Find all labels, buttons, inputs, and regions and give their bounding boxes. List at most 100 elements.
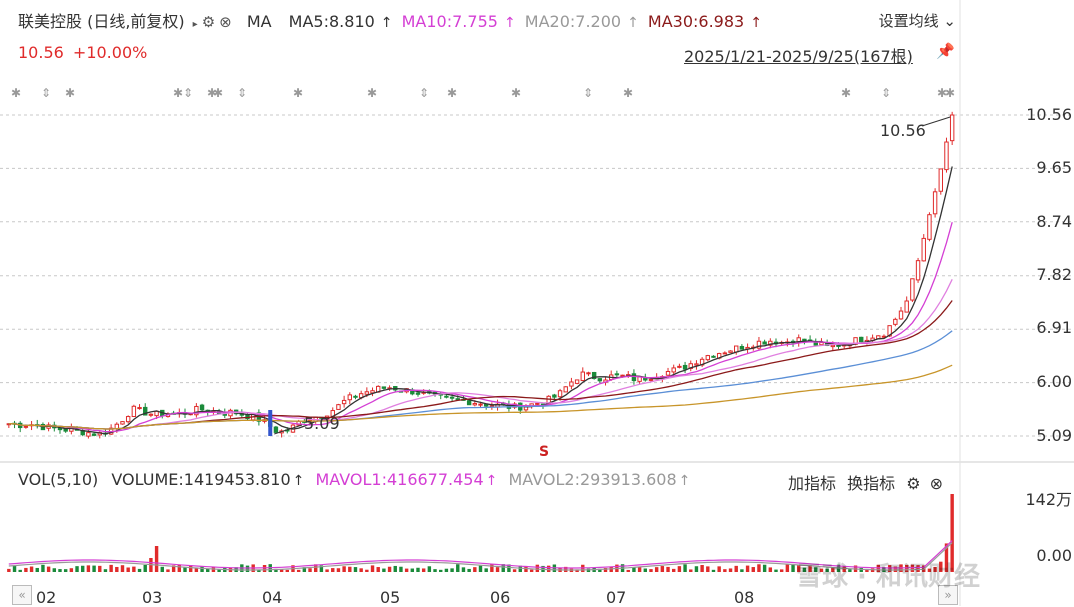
volume-bar (410, 568, 415, 572)
candle-body (194, 405, 199, 416)
volume-bar (188, 565, 193, 572)
stock-title[interactable]: 联美控股 (日线,前复权) (18, 12, 185, 31)
close-icon[interactable]: ⊗ (219, 13, 232, 31)
volume-bar (29, 566, 34, 572)
volume-bar (484, 568, 488, 572)
volume-bar (831, 567, 835, 572)
candle-body (154, 410, 159, 417)
candle-body (364, 391, 370, 395)
ma20-line (8, 279, 953, 430)
candle-body (915, 260, 921, 281)
volume-bar (444, 568, 449, 572)
date-range[interactable]: 2025/1/21-2025/9/25(167根) (684, 47, 913, 66)
volume-bar (103, 569, 108, 572)
ma20-value: MA20:7.200 (524, 12, 622, 31)
volume-bar (495, 567, 500, 572)
volume-bar (245, 565, 250, 572)
volume-bar (535, 564, 540, 572)
candle-body (489, 405, 495, 408)
volume-bar (285, 569, 289, 572)
volume-bar (296, 569, 301, 572)
volume-bar (109, 564, 113, 572)
gear-icon[interactable]: ⚙ (201, 13, 216, 31)
candle-body (120, 421, 125, 425)
annotations: 10.56 5.09 S (268, 116, 951, 460)
candle-body (682, 364, 688, 370)
ma-settings-button[interactable]: 设置均线 ⌄ (878, 12, 956, 30)
volume-bar (206, 568, 210, 572)
volume-bar (120, 565, 125, 572)
up-arrow-icon: ↑ (503, 15, 516, 31)
volume-bar (512, 569, 517, 572)
volume-bar (814, 567, 818, 572)
volume-bar (166, 569, 170, 572)
volume-bar (939, 561, 943, 572)
pin-icon[interactable]: 📌 (936, 42, 955, 60)
volume-bar (35, 567, 39, 572)
volume-bar (950, 494, 954, 572)
x-tick-label: 09 (856, 588, 877, 607)
candle-body (466, 400, 472, 406)
close-icon[interactable]: ⊗ (929, 474, 944, 493)
volume-bar (518, 565, 522, 572)
volume-bar (791, 564, 795, 572)
volume-bar (98, 565, 102, 572)
candle-body (898, 310, 904, 320)
volume-bar (876, 564, 880, 572)
volume-bar (751, 567, 755, 572)
scroll-right-button[interactable]: » (938, 585, 958, 605)
x-tick-label: 04 (262, 588, 283, 607)
candle-body (938, 168, 943, 192)
add-indicator-button[interactable]: 加指标 (788, 474, 837, 493)
candle-body (478, 403, 483, 406)
volume-bar (490, 564, 494, 572)
volume-bar (257, 569, 261, 572)
y-tick-label: 6.91 (1036, 318, 1072, 337)
candle-body (569, 381, 574, 387)
volume-bar (865, 569, 869, 572)
gear-icon[interactable]: ⚙ (906, 474, 921, 493)
volume-bar (762, 564, 767, 572)
volume-bar (768, 567, 773, 572)
low-marker-bar (268, 410, 273, 436)
candle-body (927, 214, 932, 240)
volume-bar (52, 568, 57, 572)
switch-indicator-button[interactable]: 换指标 (847, 474, 896, 493)
event-markers[interactable]: ✱ ⇕ ✱ ✱ ⇕ ✱✱ ⇕ ✱ ✱ ⇕ ✱ ✱ ⇕ ✱ ✱ ⇕ ✱✱ (11, 86, 955, 100)
volume-bar (904, 564, 909, 572)
volume-bar (825, 568, 829, 572)
event-marker-icon: ✱ (623, 86, 633, 100)
low-label: 5.09 (304, 414, 340, 433)
event-marker-icon: ✱ (173, 86, 183, 100)
volume-bar (723, 569, 727, 572)
volume-bar (211, 567, 216, 572)
volume-bar (717, 566, 721, 572)
volume-bar (649, 569, 653, 572)
candle-body (819, 341, 824, 346)
ma120-line (8, 364, 953, 430)
x-tick-label: 07 (606, 588, 627, 607)
chart-header: 联美控股 (日线,前复权) ▸ ⚙ ⊗ MA MA5:8.810 ↑ MA10:7.75… (18, 8, 766, 32)
volume-tools: 加指标 换指标 ⚙ ⊗ (788, 470, 943, 494)
event-marker-icon: ✱ (511, 86, 521, 100)
volume-bar (313, 564, 318, 572)
candle-body (23, 425, 29, 428)
ma5-value: MA5:8.810 (288, 12, 375, 31)
volume-bar (734, 565, 738, 572)
event-marker-icon: ⇕ (237, 86, 247, 100)
volume-bar (933, 566, 937, 572)
volume-bar (63, 569, 68, 572)
expand-triangle-icon[interactable]: ▸ (192, 19, 198, 30)
volume-bar (842, 566, 846, 572)
volume-bar (546, 565, 551, 572)
volume-bars (7, 494, 954, 572)
scroll-left-button[interactable]: « (12, 585, 32, 605)
event-marker-icon: ⇕ (583, 86, 593, 100)
volume-bar (217, 568, 221, 572)
volume-bar (757, 564, 761, 572)
candle-body (734, 345, 739, 353)
candle-body (665, 370, 671, 376)
volume-bar (382, 568, 386, 572)
volume-bar (666, 566, 670, 572)
